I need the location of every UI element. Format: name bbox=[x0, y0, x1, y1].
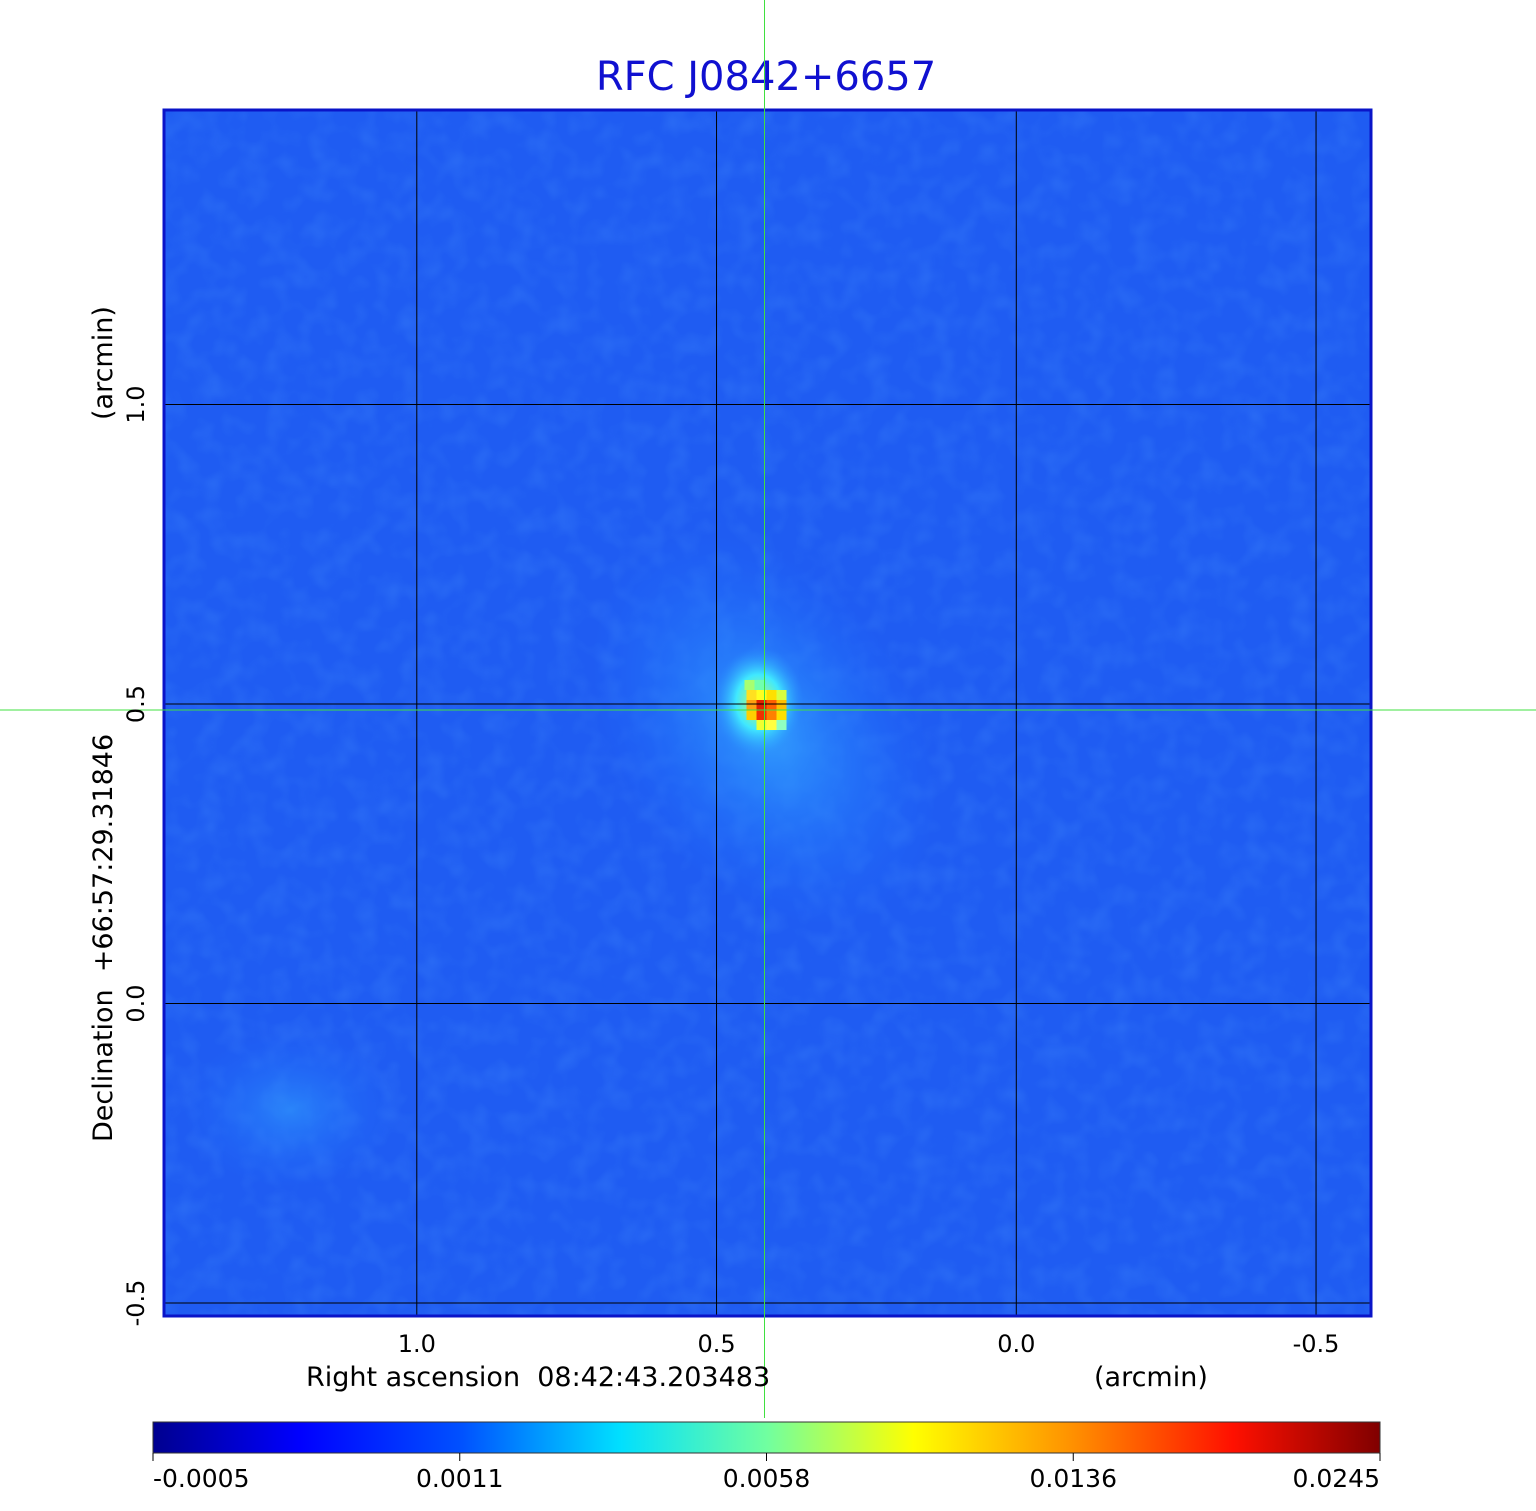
x-axis-label: Right ascension 08:42:43.203483 bbox=[306, 1362, 770, 1393]
grid-lines-x bbox=[416, 111, 1317, 1315]
source-peak-pixel bbox=[776, 710, 787, 721]
source-peak-pixel bbox=[746, 700, 757, 711]
colorbar-tick-label: 0.0011 bbox=[416, 1464, 503, 1493]
colorbar-tick-label: -0.0005 bbox=[153, 1464, 250, 1493]
source-peak-pixel bbox=[756, 710, 767, 721]
source-peak-pixel bbox=[756, 700, 767, 711]
source-peak-pixel bbox=[766, 710, 777, 721]
heatmap-image bbox=[165, 111, 1370, 1315]
source-peak-pixel bbox=[756, 720, 767, 731]
y-axis-unit: (arcmin) bbox=[88, 306, 119, 420]
diffuse-emission-lower-left bbox=[180, 1030, 400, 1190]
source-peak-pixel bbox=[776, 690, 787, 701]
x-tick-label: 0.0 bbox=[997, 1330, 1035, 1358]
x-tick-labels: 1.0 0.5 0.0 -0.5 bbox=[398, 1330, 1340, 1358]
colorbar-tick-label: 0.0136 bbox=[1030, 1464, 1117, 1493]
source-peak-pixel bbox=[744, 680, 755, 691]
source-peak bbox=[744, 680, 787, 731]
source-peak-pixel bbox=[766, 700, 777, 711]
colorbar-tick-labels: -0.0005 0.0011 0.0058 0.0136 0.0245 bbox=[153, 1464, 1380, 1493]
colorbar-ticks bbox=[152, 1453, 1381, 1461]
colorbar bbox=[152, 1421, 1381, 1454]
source-peak-pixel bbox=[766, 690, 777, 701]
source-peak-pixel bbox=[746, 710, 757, 721]
source-peak-pixel bbox=[776, 720, 787, 731]
y-axis-label: Declination +66:57:29.31846 bbox=[88, 734, 119, 1142]
y-tick-label: -0.5 bbox=[122, 1280, 150, 1327]
x-tick-label: -0.5 bbox=[1293, 1330, 1340, 1358]
y-tick-labels: 1.0 0.5 0.0 -0.5 bbox=[122, 385, 150, 1326]
source-peak-pixel bbox=[766, 720, 777, 731]
plot-frame bbox=[162, 108, 1373, 1318]
source-peak-pixel bbox=[746, 690, 757, 701]
x-axis-unit: (arcmin) bbox=[1094, 1362, 1208, 1393]
y-tick-label: 1.0 bbox=[122, 385, 150, 423]
source-peak-pixel bbox=[756, 690, 767, 701]
x-tick-label: 1.0 bbox=[398, 1330, 436, 1358]
grid-lines-y bbox=[165, 404, 1370, 1304]
source-peak-pixel bbox=[754, 680, 765, 691]
x-tick-label: 0.5 bbox=[697, 1330, 735, 1358]
y-tick-label: 0.0 bbox=[122, 984, 150, 1022]
source-peak-pixel bbox=[776, 700, 787, 711]
colorbar-tick-label: 0.0058 bbox=[723, 1464, 810, 1493]
colorbar-tick-label: 0.0245 bbox=[1293, 1464, 1380, 1493]
y-tick-label: 0.5 bbox=[122, 685, 150, 723]
chart-title: RFC J0842+6657 bbox=[596, 54, 936, 100]
